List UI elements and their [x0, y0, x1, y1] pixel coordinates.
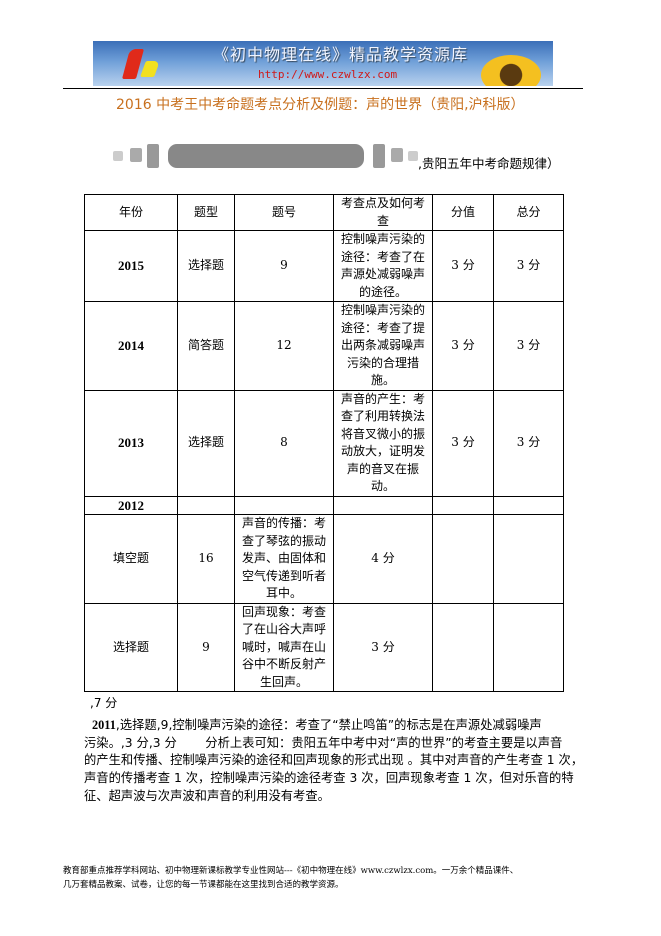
- cell: 3 分: [333, 602, 433, 692]
- cell: 3 分: [432, 301, 494, 391]
- cell: 3 分: [432, 389, 494, 497]
- cell: 16: [177, 514, 235, 604]
- cell: [493, 514, 564, 604]
- cell: [234, 495, 334, 515]
- table-row: 2013 选择题 8 声音的产生：考查了利用转换法将音叉微小的振动放大，证明发声…: [84, 389, 564, 497]
- cell: 2015: [84, 230, 178, 302]
- header-cell: 题型: [177, 194, 235, 231]
- paragraph-line: ,选择题,9,控制噪声污染的途径：考查了“禁止鸣笛”的标志是在声源处减弱噪声: [115, 718, 542, 732]
- score-note: ,7 分: [90, 696, 118, 710]
- cell: 2014: [84, 301, 178, 391]
- table-header-row: 年份 题型 题号 考查点及如何考查 分值 总分: [84, 194, 564, 231]
- document-title: 2016 中考王中考命题考点分析及例题：声的世界（贵阳,沪科版）: [116, 97, 525, 113]
- table-row: 填空题 16 声音的传播：考查了琴弦的振动发声、由固体和空气传递到听者耳中。 4…: [84, 514, 564, 604]
- cell: 填空题: [84, 514, 178, 604]
- paragraph-line: 征、超声波与次声波和声音的利用没有考查。: [84, 788, 330, 803]
- footer-line: 几万套精品教案、试卷，让您的每一节课都能在这里找到合适的教学资源。: [63, 880, 344, 890]
- cell: [493, 495, 564, 515]
- table-row: 2014 简答题 12 控制噪声污染的途径：考查了提出两条减弱噪声污染的合理措施…: [84, 301, 564, 391]
- banner-title: 《初中物理在线》精品教学资源库: [213, 45, 469, 64]
- header-cell: 考查点及如何考查: [333, 194, 433, 231]
- cell: 控制噪声污染的途径：考查了提出两条减弱噪声污染的合理措施。: [333, 301, 433, 391]
- table-row: 选择题 9 回声现象：考查了在山谷大声呼喊时，喊声在山谷中不断反射产生回声。 3…: [84, 602, 564, 692]
- sunflower-image: [481, 55, 541, 86]
- paragraph-line: 污染。,3 分,3 分 分析上表可知：贵阳五年中考中对“声的世界”的考查主要是以…: [84, 735, 563, 750]
- paragraph-line: 的产生和传播、控制噪声污染的途径和回声现象的形式出现 。其中对声音的产生考查 1…: [84, 753, 584, 768]
- header-cell: 分值: [432, 194, 494, 231]
- page-footer: 教育部重点推荐学科网站、初中物理新课标教学专业性网站---《初中物理在线》www…: [63, 864, 518, 892]
- cell: 选择题: [177, 389, 235, 497]
- header-cell: 题号: [234, 194, 334, 231]
- header-cell: 总分: [493, 194, 564, 231]
- content-flow: 年份 题型 题号 考查点及如何考查 分值 总分 2015 选择题 9 控制噪声污…: [84, 194, 584, 806]
- cell: 声音的产生：考查了利用转换法将音叉微小的振动放大，证明发声的音叉在振动。: [333, 389, 433, 497]
- cell: 简答题: [177, 301, 235, 391]
- cell: 3 分: [432, 230, 494, 302]
- cell: 3 分: [493, 301, 564, 391]
- header-divider: [63, 88, 583, 89]
- cell: 2012: [84, 495, 178, 515]
- cell: [432, 514, 494, 604]
- year-lead: 2011: [92, 718, 116, 732]
- analysis-paragraph: 2011,选择题,9,控制噪声污染的途径：考查了“禁止鸣笛”的标志是在声源处减弱…: [84, 717, 584, 806]
- cell: 9: [177, 602, 235, 692]
- cell: [493, 602, 564, 692]
- logo-icon-yellow: [140, 61, 160, 77]
- cell: 控制噪声污染的途径：考查了在声源处减弱噪声的途径。: [333, 230, 433, 302]
- exam-table: 年份 题型 题号 考查点及如何考查 分值 总分 2015 选择题 9 控制噪声污…: [84, 194, 564, 692]
- cell: 4 分: [333, 514, 433, 604]
- cell: [432, 602, 494, 692]
- cell: 12: [234, 301, 334, 391]
- cell: 选择题: [177, 230, 235, 302]
- cell: 选择题: [84, 602, 178, 692]
- table-row: 2012: [84, 495, 564, 515]
- table-row: 2015 选择题 9 控制噪声污染的途径：考查了在声源处减弱噪声的途径。 3 分…: [84, 230, 564, 302]
- footer-line: 教育部重点推荐学科网站、初中物理新课标教学专业性网站---《初中物理在线》www…: [63, 866, 519, 876]
- cell: [432, 495, 494, 515]
- header-cell: 年份: [84, 194, 178, 231]
- cell: 回声现象：考查了在山谷大声呼喊时，喊声在山谷中不断反射产生回声。: [234, 602, 334, 692]
- site-banner: 《初中物理在线》精品教学资源库 http://www.czwlzx.com: [93, 41, 553, 86]
- paragraph-line: 声音的传播考查 1 次，控制噪声污染的途径考查 3 次，回声现象考查 1 次，但…: [84, 771, 574, 786]
- cell: [333, 495, 433, 515]
- cell: 9: [234, 230, 334, 302]
- cell: [177, 495, 235, 515]
- cell: 声音的传播：考查了琴弦的振动发声、由固体和空气传递到听者耳中。: [234, 514, 334, 604]
- cell: 2013: [84, 389, 178, 497]
- cell: 8: [234, 389, 334, 497]
- cell: 3 分: [493, 230, 564, 302]
- banner-url: http://www.czwlzx.com: [258, 68, 398, 81]
- section-subtitle: ,贵阳五年中考命题规律）: [418, 156, 560, 171]
- cell: 3 分: [493, 389, 564, 497]
